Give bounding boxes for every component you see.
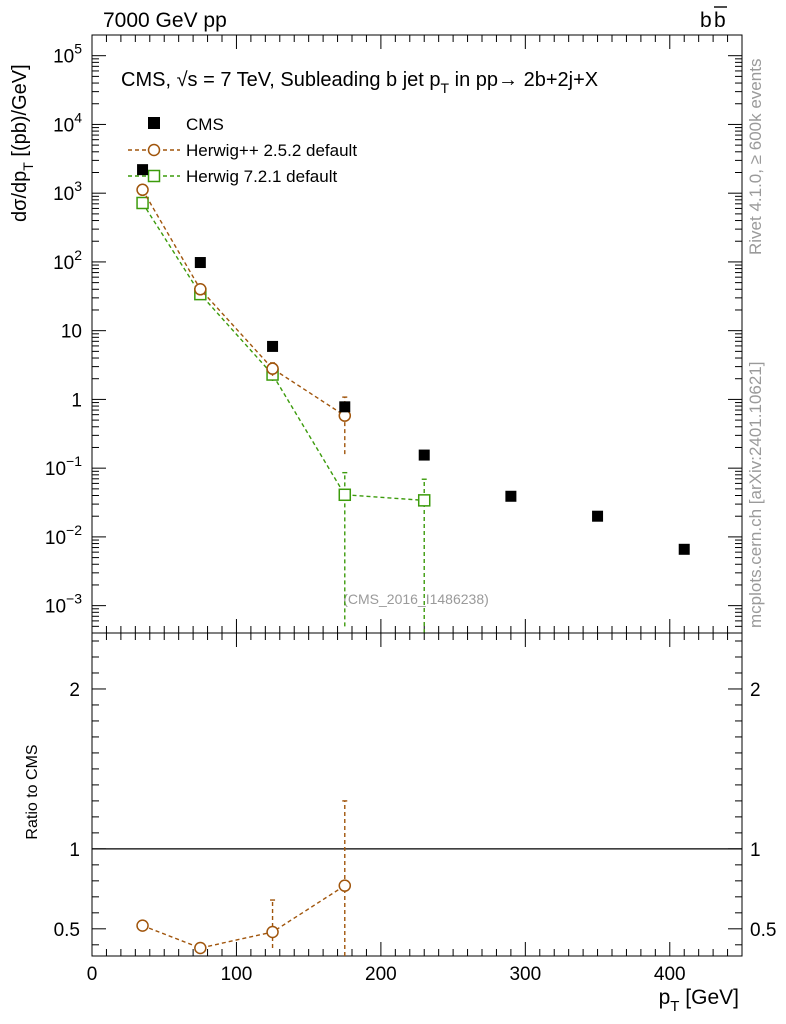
main-plot-series — [136, 164, 690, 633]
main-y-tick-label: 10−2 — [45, 522, 82, 549]
ratio-axis-ticks — [91, 633, 743, 956]
legend-marker-herwigpp — [147, 143, 161, 157]
plot-title: CMS, √s = 7 TeV, Subleading b jet pT in … — [121, 69, 598, 96]
data-point — [194, 941, 207, 955]
legend-marker-cms — [148, 117, 160, 129]
x-tick-label: 200 — [365, 964, 397, 985]
main-y-tick-label: 103 — [53, 178, 82, 205]
ratio-tick-labels: 0 100 200 300 400 0.5 0.5 1 1 2 2 — [54, 680, 777, 985]
data-point — [136, 183, 149, 197]
main-y-tick-label: 105 — [53, 41, 82, 68]
data-point — [136, 919, 149, 932]
legend-label-cms: CMS — [186, 115, 224, 134]
main-y-tick-label: 104 — [53, 109, 82, 136]
data-point — [418, 449, 430, 461]
process-label: b b — [700, 6, 727, 32]
data-point — [417, 494, 431, 507]
main-y-axis-label: dσ/dpT [(pb)/GeV] — [9, 64, 36, 222]
ratio-y-tick-label-right: 0.5 — [750, 920, 776, 941]
data-point — [136, 196, 149, 210]
main-y-tick-label: 1 — [71, 390, 82, 411]
data-point — [339, 401, 351, 413]
x-tick-label: 400 — [654, 964, 686, 985]
legend: CMS Herwig++ 2.5.2 default Herwig 7.2.1 … — [128, 115, 357, 186]
x-tick-label: 100 — [221, 964, 253, 985]
rivet-label: Rivet 4.1.0, ≥ 600k events — [746, 59, 765, 255]
main-y-tick-label: 10−3 — [45, 591, 82, 618]
data-point — [338, 488, 352, 502]
process-label-b: b — [700, 9, 712, 32]
main-y-tick-label: 10 — [61, 322, 82, 343]
ratio-plot-series — [136, 800, 352, 956]
data-point — [194, 283, 207, 296]
legend-label-herwig7: Herwig 7.2.1 default — [186, 167, 337, 186]
x-tick-label: 300 — [509, 964, 541, 985]
ratio-y-tick-label-right: 1 — [750, 840, 761, 861]
data-point — [137, 164, 149, 176]
energy-label: 7000 GeV pp — [103, 9, 227, 32]
main-y-tick-label: 10−1 — [45, 453, 82, 480]
data-point — [678, 543, 690, 555]
data-point — [505, 490, 517, 502]
series-line — [141, 202, 425, 502]
data-point — [266, 925, 279, 939]
x-axis-label: pT [GeV] — [659, 986, 739, 1015]
x-tick-label: 0 — [87, 964, 98, 985]
legend-marker-herwig7 — [147, 169, 161, 183]
series-line — [141, 189, 346, 417]
legend-label-herwigpp: Herwig++ 2.5.2 default — [186, 141, 357, 160]
series-line — [142, 885, 346, 949]
data-point — [266, 362, 279, 375]
ratio-y-axis-label: Ratio to CMS — [24, 744, 41, 839]
data-point — [194, 257, 206, 269]
main-axis-ticks — [91, 34, 743, 634]
ratio-y-tick-label-right: 2 — [750, 680, 761, 701]
main-y-tick-labels: 10−3 10−2 10−1 1 10 102 103 104 105 — [45, 41, 82, 618]
data-point — [592, 510, 604, 522]
mcplots-label: mcplots.cern.ch [arXiv:2401.10621] — [746, 362, 765, 628]
ratio-plot-frame — [91, 632, 743, 957]
ratio-y-tick-label-left: 1 — [69, 840, 80, 861]
analysis-watermark: (CMS_2016_I1486238) — [343, 591, 489, 607]
ratio-y-tick-label-left: 0.5 — [54, 920, 80, 941]
data-point — [267, 340, 279, 352]
ratio-y-tick-label-left: 2 — [69, 680, 80, 701]
process-label-bbar: b — [714, 9, 726, 32]
main-y-tick-label: 102 — [53, 247, 82, 274]
data-point — [338, 879, 352, 892]
